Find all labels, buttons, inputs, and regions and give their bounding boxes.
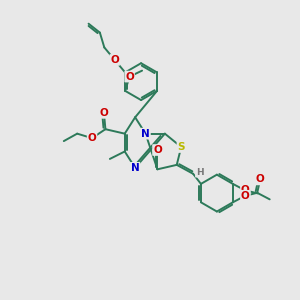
Text: H: H — [196, 168, 203, 177]
Text: S: S — [178, 142, 185, 152]
Text: O: O — [256, 174, 265, 184]
Text: O: O — [110, 55, 119, 65]
Text: N: N — [141, 129, 150, 139]
Text: N: N — [131, 163, 140, 173]
Text: O: O — [100, 108, 108, 118]
Text: O: O — [125, 72, 134, 82]
Text: O: O — [153, 145, 162, 155]
Text: O: O — [88, 133, 96, 143]
Text: O: O — [241, 191, 250, 201]
Text: O: O — [241, 185, 250, 195]
